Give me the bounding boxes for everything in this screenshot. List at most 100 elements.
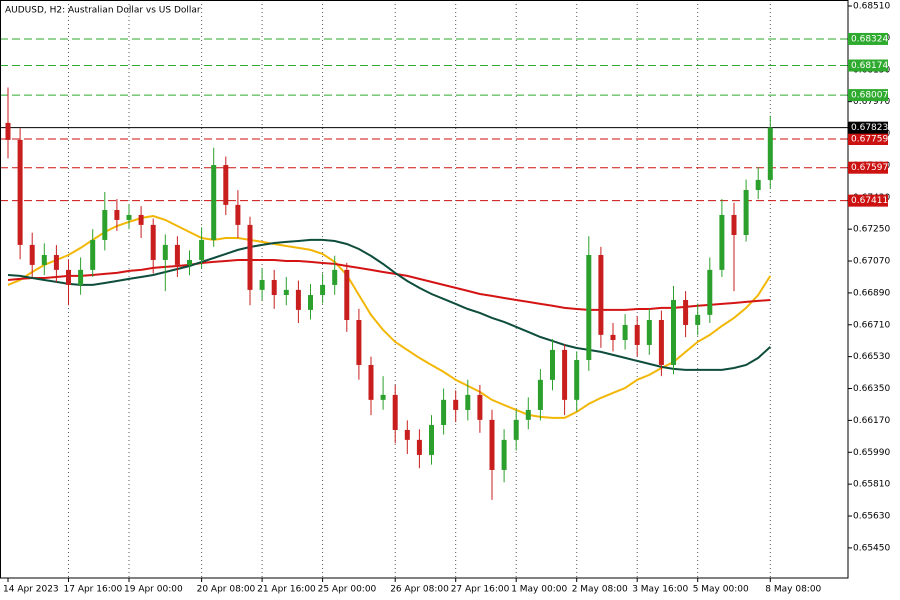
y-tick-label: 0.67970 [853,97,890,107]
candle-body [634,324,640,345]
candle-body [429,425,434,455]
candle-body [223,165,229,205]
y-tick-label: 0.66890 [853,288,890,298]
candle-body [610,334,616,340]
candle-body [199,239,205,260]
candle-body [671,299,676,365]
price-label: 0.68174 [851,61,888,71]
candle-body [162,244,168,260]
x-tick-label: 21 Apr 16:00 [257,585,316,595]
candle-body [66,269,71,285]
price-label-bg [848,121,888,134]
x-tick-label: 26 Apr 08:00 [390,585,449,595]
x-tick-label: 27 Apr 16:00 [451,585,510,595]
candle-body [126,214,132,220]
chart-title: AUDUSD, H2: Australian Dollar vs US Doll… [5,6,201,16]
candle-body [150,224,156,260]
candle-body [320,284,326,296]
x-tick-label: 14 Apr 2023 [3,585,59,595]
plot-area [0,0,848,578]
x-tick-label: 20 Apr 08:00 [197,585,256,595]
price-label: 0.68007 [851,91,888,101]
candle-body [356,319,362,365]
price-label-bg [848,59,888,72]
candle-body [344,269,350,320]
y-tick-label: 0.65630 [853,512,890,522]
candle-body [295,289,301,310]
candle-body [259,279,265,290]
candle-body [41,255,47,265]
candle-body [187,259,192,265]
candle-body [138,214,144,225]
candle-body [743,190,749,235]
candle-body [102,210,108,240]
candle-body [5,122,11,140]
candle-body [658,319,664,365]
moving-average [7,214,772,419]
candle-body [489,419,495,470]
y-tick-label: 0.66530 [853,352,890,362]
y-tick-label: 0.66710 [853,320,890,330]
candle-body [622,324,628,340]
candle-body [404,429,410,440]
candle-body [368,364,374,400]
x-tick-label: 17 Apr 16:00 [64,585,123,595]
candle-body [767,127,773,180]
price-label: 0.67759 [851,135,888,145]
candle-body [525,409,531,420]
y-tick-label: 0.66350 [853,384,890,394]
price-label-bg [848,89,888,102]
x-tick-label: 1 May 00:00 [511,585,567,595]
moving-average [7,238,771,371]
candle-body [477,394,483,420]
candle-body [707,269,713,315]
price-label-bg [848,161,888,174]
candle-body [211,165,217,240]
y-tick-label: 0.65990 [853,448,890,458]
candle-body [90,239,96,270]
candle-body [380,394,386,400]
x-tick-label: 8 May 08:00 [765,585,821,595]
y-tick-label: 0.67070 [853,257,890,267]
y-tick-label: 0.68510 [853,2,890,12]
candle-body [392,394,398,430]
x-tick-label: 5 May 00:00 [693,585,749,595]
candle-body [114,210,120,220]
candle-body [719,214,725,270]
candle-body [646,319,652,345]
x-tick-label: 3 May 16:00 [632,585,688,595]
x-tick-label: 19 Apr 00:00 [124,585,183,595]
candle-body [562,349,568,400]
candle-body [53,255,59,270]
price-label: 0.67823 [851,123,888,133]
candle-body [283,289,289,296]
y-tick-label: 0.66170 [853,416,890,426]
price-label: 0.67411 [851,196,888,206]
candle-body [332,269,338,285]
plot-frame [0,0,849,579]
price-label-bg [848,32,888,45]
candle-body [755,179,761,191]
candle-body [550,349,555,380]
candle-body [308,295,313,310]
candle-body [537,379,543,410]
price-label: 0.68324 [851,34,888,44]
candle-body [501,439,507,470]
price-label: 0.67597 [851,163,888,173]
candle-body [598,255,604,335]
candle-body [441,399,447,425]
price-label-bg [848,133,888,146]
candle-body [453,399,459,410]
candle-body [235,204,241,225]
candle-body [247,224,253,290]
price-label-bg [848,194,888,207]
candle-body [78,269,84,285]
candle-body [465,394,471,410]
candle-body [271,279,277,296]
x-tick-label: 2 May 08:00 [572,585,628,595]
y-tick-label: 0.65810 [853,480,890,490]
candle-body [586,255,592,361]
moving-average [7,259,771,311]
